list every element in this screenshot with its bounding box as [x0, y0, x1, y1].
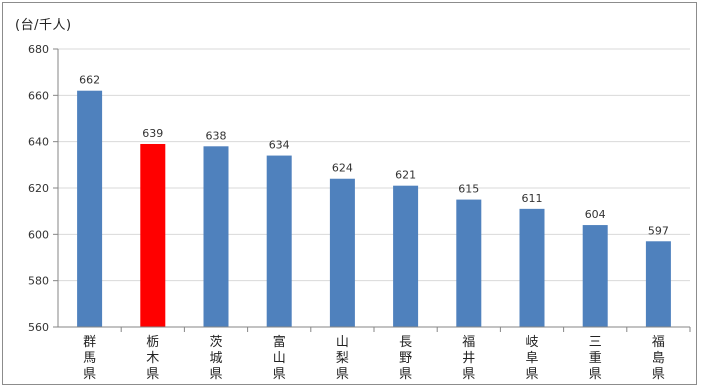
x-tick-label: 富山県 — [273, 334, 286, 382]
data-label: 662 — [79, 74, 100, 87]
y-axis-ticks: 560 580 600 620 640 660 680 — [28, 43, 59, 334]
bar-4 — [266, 155, 292, 327]
data-label: 621 — [395, 169, 416, 182]
bars — [77, 90, 671, 327]
bar-2 — [140, 143, 166, 327]
data-label: 639 — [142, 127, 163, 140]
y-tick-label: 640 — [28, 136, 49, 149]
y-tick-label: 660 — [28, 89, 49, 102]
x-tick-label: 群馬県 — [83, 335, 96, 382]
bar-8 — [519, 208, 545, 327]
bar-10 — [645, 241, 671, 327]
bar-7 — [456, 199, 482, 327]
data-label: 597 — [648, 224, 669, 237]
x-tick-label: 長野県 — [399, 335, 412, 382]
y-tick-label: 580 — [28, 275, 49, 288]
data-label: 604 — [585, 208, 606, 221]
x-tick-label: 福井県 — [462, 335, 475, 382]
y-tick-label: 620 — [28, 182, 49, 195]
x-tick-label: 山梨県 — [336, 335, 349, 382]
y-tick-label: 560 — [28, 321, 49, 334]
data-label: 624 — [332, 162, 353, 175]
bar-6 — [393, 185, 419, 327]
data-label: 638 — [206, 129, 227, 142]
x-tick-label: 三重県 — [589, 335, 602, 382]
bar-5 — [329, 178, 355, 327]
x-axis-labels: 群馬県 栃木県 茨城県 富山県 山梨県 長野県 福井県 岐阜県 三重県 福島県 — [58, 326, 691, 382]
data-labels: 662 639 638 634 624 621 615 611 604 597 — [79, 74, 669, 238]
data-label: 615 — [458, 183, 479, 196]
data-label: 611 — [522, 192, 543, 205]
y-tick-label: 600 — [28, 228, 49, 241]
y-axis-unit-label: (台/千人) — [15, 18, 72, 33]
bar-9 — [582, 225, 608, 327]
x-tick-label: 茨城県 — [209, 335, 222, 382]
x-tick-label: 岐阜県 — [525, 335, 538, 382]
x-tick-label: 栃木県 — [146, 335, 159, 382]
y-tick-label: 680 — [28, 43, 49, 56]
x-tick-label: 福島県 — [652, 335, 665, 382]
bar-1 — [77, 90, 103, 327]
data-label: 634 — [269, 139, 290, 152]
bar-3 — [203, 146, 229, 327]
